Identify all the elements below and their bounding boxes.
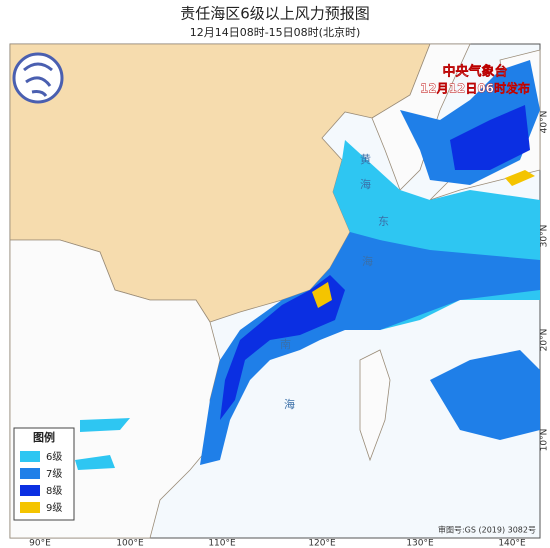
subtitle: 12月14日08时-15日08时(北京时) [190,25,361,39]
wind-8-north [450,105,530,170]
sea-label: 海 [360,177,371,191]
lon-label: 100°E [116,539,144,548]
legend-swatch [20,502,40,513]
wind-6-west2 [75,455,115,470]
legend-label: 8级 [46,485,62,497]
lat-label: 10°N [540,429,550,452]
lat-label: 40°N [540,111,550,134]
wind-9-north [505,170,535,186]
legend-swatch [20,451,40,462]
issue-time: 12月12日06时发布 [420,81,530,96]
lon-label: 140°E [498,539,526,548]
sea-label: 海 [362,254,373,268]
legend-swatch [20,468,40,479]
legend-swatch [20,485,40,496]
wind-7 [200,232,540,465]
lat-label: 20°N [540,329,550,352]
sea-label: 南 [280,338,291,351]
legend-label: 9级 [46,502,62,514]
sea-label: 东 [378,215,389,228]
lat-label: 30°N [540,225,550,248]
approval-number: 审图号:GS (2019) 3082号 [438,525,536,535]
wind-6-west [80,418,130,432]
wind-9-taiwan [312,282,332,308]
lon-label: 110°E [208,539,236,548]
lon-label: 90°E [29,539,51,548]
title: 责任海区6级以上风力预报图 [180,5,370,23]
land-philippines [359,349,391,462]
lon-label: 130°E [406,539,434,548]
wind-7-east [430,350,540,440]
legend-title: 图例 [33,430,55,444]
wind-8 [220,275,345,420]
sea-label: 黄 [360,152,371,166]
logo-mark [23,62,53,97]
legend-label: 6级 [46,451,62,463]
lon-label: 120°E [308,539,336,548]
agency: 中央气象台 [442,64,507,80]
legend-label: 7级 [46,468,62,480]
sea-label: 海 [284,397,295,411]
